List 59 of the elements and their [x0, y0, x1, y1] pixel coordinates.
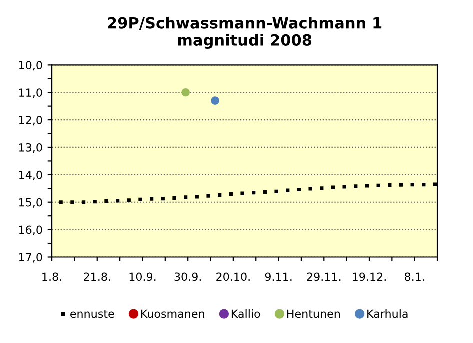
- legend-label: Hentunen: [287, 310, 340, 318]
- x-tick-label: 19.12.: [353, 272, 386, 282]
- point: [422, 183, 426, 187]
- point: [433, 182, 438, 186]
- y-tick-label: 15,0: [19, 198, 42, 208]
- x-tick-label: 10.9.: [130, 272, 156, 282]
- point: [354, 184, 358, 188]
- x-tick-label: 21.8.: [84, 272, 110, 282]
- point: [297, 188, 302, 192]
- chart-title: 29P/Schwassmann-Wachmann 1 magnitudi 2008: [108, 17, 382, 50]
- point: [331, 186, 336, 190]
- point: [182, 88, 190, 97]
- point: [70, 200, 74, 204]
- point: [308, 187, 312, 191]
- point: [195, 195, 199, 199]
- point: [320, 186, 324, 190]
- y-tick-label: 11,0: [19, 88, 42, 98]
- point: [229, 192, 233, 196]
- legend-label: Karhula: [368, 310, 408, 318]
- x-tick-label: 1.8.: [42, 272, 62, 282]
- point: [206, 194, 210, 198]
- point: [184, 196, 188, 200]
- x-tick-label: 20.10.: [216, 272, 250, 282]
- point: [410, 183, 414, 187]
- point: [150, 197, 154, 201]
- y-tick-label: 13,0: [19, 143, 42, 154]
- point: [399, 183, 404, 187]
- point: [376, 184, 380, 188]
- x-tick-label: 9.11.: [265, 272, 292, 282]
- point: [116, 199, 120, 203]
- point: [104, 199, 108, 204]
- y-tick-label: 16,0: [19, 226, 42, 236]
- point: [93, 200, 97, 204]
- point: [252, 190, 256, 195]
- point: [365, 184, 370, 188]
- point: [286, 188, 290, 192]
- y-tick-label: 12,0: [19, 116, 42, 126]
- point: [172, 196, 176, 200]
- point: [82, 200, 86, 204]
- point: [274, 190, 278, 194]
- point: [138, 198, 142, 202]
- y-tick-label: 17,0: [19, 253, 42, 263]
- x-tick-label: 30.9.: [174, 272, 202, 282]
- legend-label: Kallio: [232, 310, 260, 318]
- point: [127, 198, 131, 202]
- point: [240, 192, 244, 196]
- point: [388, 184, 392, 188]
- point: [59, 200, 63, 204]
- x-tick-label: 8.1.: [405, 272, 424, 282]
- point: [218, 193, 222, 198]
- point: [342, 185, 346, 189]
- point: [211, 96, 220, 106]
- x-tick-label: 29.11.: [307, 272, 341, 282]
- point: [263, 190, 267, 194]
- legend-label: ennuste: [70, 310, 114, 318]
- legend-label: Kuosmanen: [141, 310, 204, 318]
- y-tick-label: 14,0: [19, 170, 42, 180]
- y-tick-label: 10,0: [19, 61, 42, 71]
- point: [161, 196, 165, 201]
